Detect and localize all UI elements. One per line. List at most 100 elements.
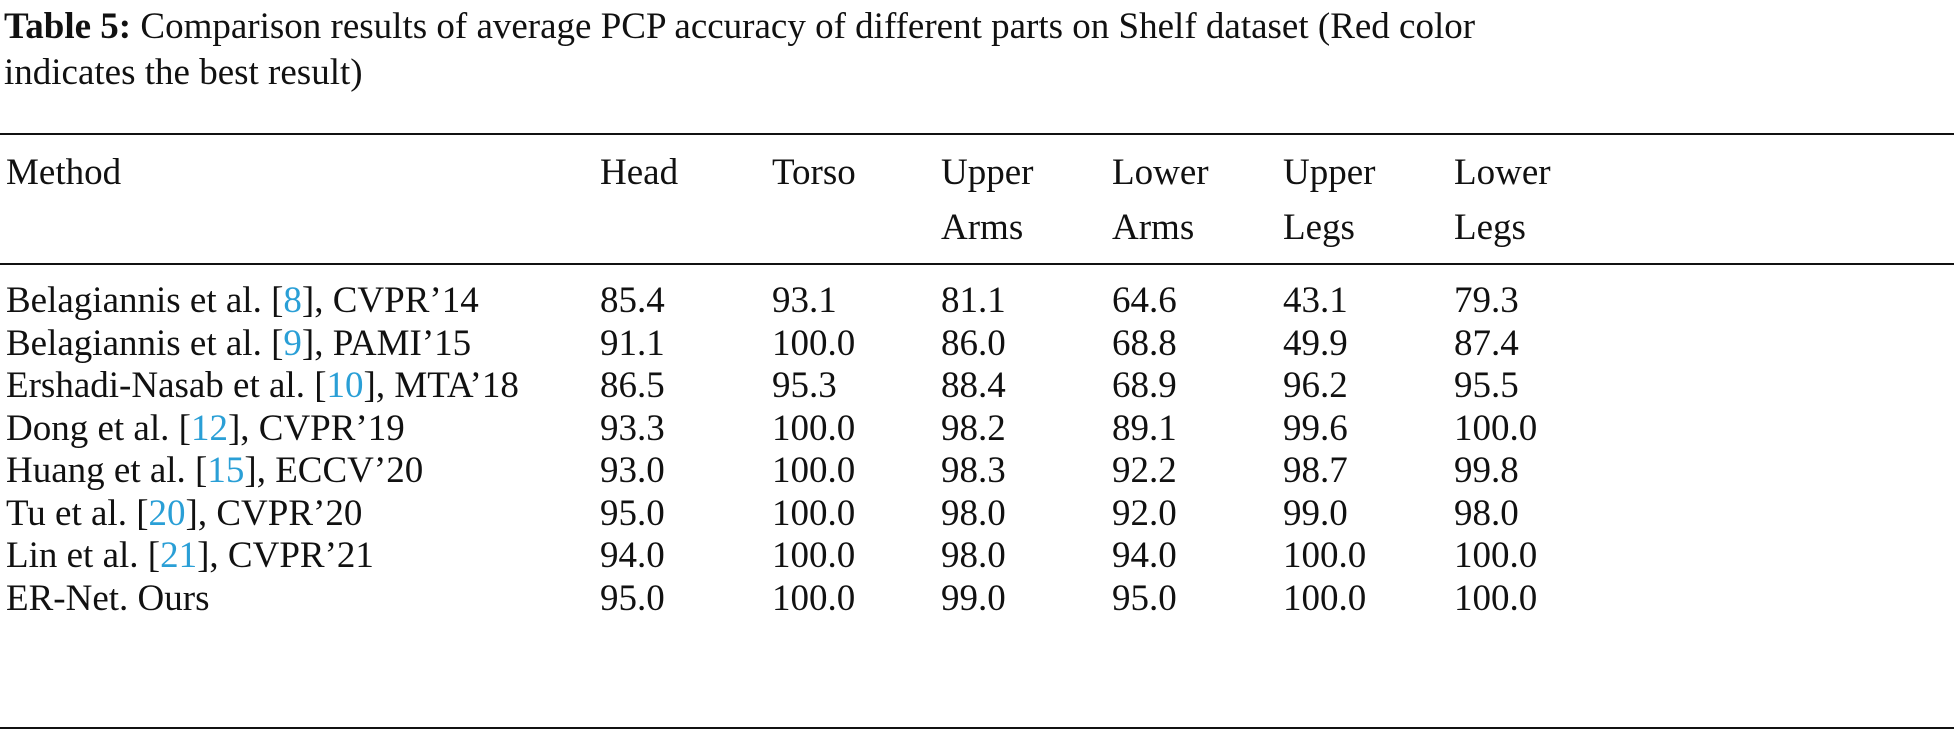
head-value: 85.4 [600,280,665,321]
lower-legs-value: 100.0 [1454,407,1538,449]
method-venue: ], CVPR’14 [301,280,479,321]
method-name: Tu et al. [ [6,492,149,534]
torso-value: 100.0 [772,322,856,364]
lower-legs-value: 100.0 [1454,535,1538,576]
upper-legs-value: 99.6 [1283,407,1348,449]
head-value: 95.0 [600,577,665,619]
header-upper-legs-line2: Legs [1283,207,1355,248]
lower-legs-value: 99.8 [1454,450,1519,491]
method-name: Belagiannis et al. [ [6,280,284,321]
lower-arms-value: 89.1 [1112,407,1177,449]
upper-arms-value: 81.1 [941,280,1006,321]
caption-label: Table 5: [4,6,132,47]
torso-value: 100.0 [772,535,856,576]
header-upper-arms: Upper Arms [941,145,1033,255]
header-lower-legs: Lower Legs [1454,145,1551,255]
header-upper-arms-line2: Arms [941,207,1024,248]
method-cell: Belagiannis et al. [8], CVPR’14 [6,274,479,328]
lower-legs-value: 100.0 [1454,577,1538,619]
top-rule [0,133,1954,135]
lower-legs-value: 79.3 [1454,280,1519,321]
method-venue: ], MTA’18 [363,365,519,406]
table-row: Ershadi-Nasab et al. [10], MTA’18 86.5 95.… [0,359,1954,413]
upper-legs-value: 43.1 [1283,280,1348,321]
method-cell: ER-Net. Ours [6,572,209,626]
upper-legs-value: 98.7 [1283,450,1348,491]
method-cell: Huang et al. [15], ECCV’20 [6,444,423,498]
upper-arms-value: 98.0 [941,492,1006,534]
method-venue: ], CVPR’20 [185,492,363,534]
torso-value: 93.1 [772,280,837,321]
lower-arms-value: 92.0 [1112,492,1177,534]
head-value: 95.0 [600,492,665,534]
header-upper-legs: Upper Legs [1283,145,1375,255]
upper-legs-value: 99.0 [1283,492,1348,534]
citation-link[interactable]: 9 [283,322,302,364]
header-torso: Torso [772,152,856,193]
citation-link[interactable]: 15 [207,450,245,491]
head-value: 91.1 [600,322,665,364]
method-name: Ershadi-Nasab et al. [ [6,365,327,406]
table-row: Dong et al. [12], CVPR’19 93.3 100.0 98.2 89… [0,402,1954,456]
upper-arms-value: 86.0 [941,322,1006,364]
lower-arms-value: 68.8 [1112,322,1177,364]
torso-value: 100.0 [772,577,856,619]
method-name: Belagiannis et al. [ [6,322,284,364]
method-name: ER-Net. Ours [6,577,210,619]
header-lower-legs-line1: Lower [1454,152,1551,193]
lower-legs-value: 98.0 [1454,492,1519,534]
header-upper-legs-line1: Upper [1283,152,1376,193]
method-cell: Tu et al. [20], CVPR’20 [6,487,362,541]
upper-arms-value: 98.0 [941,535,1006,576]
method-venue: ], ECCV’20 [244,450,424,491]
method-venue: ], CVPR’21 [197,535,374,576]
citation-link[interactable]: 12 [190,407,228,449]
method-name: Lin et al. [ [6,535,161,576]
table-row: Huang et al. [15], ECCV’20 93.0 100.0 98.3 9… [0,444,1954,498]
method-venue: ], PAMI’15 [301,322,472,364]
method-name: Dong et al. [ [6,407,191,449]
upper-legs-value: 49.9 [1283,322,1348,364]
head-value: 94.0 [600,535,665,576]
lower-legs-value: 87.4 [1454,322,1519,364]
caption-line-1: Table 5: Comparison results of average P… [4,4,1954,50]
upper-legs-value: 96.2 [1283,365,1348,406]
caption-text-1: Comparison results of average PCP accura… [131,6,1476,47]
header-upper-arms-line1: Upper [941,152,1034,193]
lower-legs-value: 95.5 [1454,365,1519,406]
head-value: 86.5 [600,365,665,406]
header-lower-arms: Lower Arms [1112,145,1209,255]
header-method: Method [6,152,122,193]
header-lower-legs-line2: Legs [1454,207,1526,248]
torso-value: 95.3 [772,365,837,406]
header-lower-arms-line2: Arms [1112,207,1195,248]
lower-arms-value: 95.0 [1112,577,1177,619]
method-name: Huang et al. [ [6,450,208,491]
upper-legs-value: 100.0 [1283,535,1367,576]
torso-value: 100.0 [772,450,856,491]
lower-arms-value: 64.6 [1112,280,1177,321]
lower-arms-value: 68.9 [1112,365,1177,406]
table-row: Belagiannis et al. [8], CVPR’14 85.4 93.1 8… [0,274,1954,328]
citation-link[interactable]: 21 [160,535,198,576]
header-rule [0,263,1954,265]
citation-link[interactable]: 10 [326,365,364,406]
table-row: Lin et al. [21], CVPR’21 94.0 100.0 98.0 94.… [0,529,1954,583]
upper-arms-value: 98.3 [941,450,1006,491]
citation-link[interactable]: 20 [148,492,186,534]
table-row: ER-Net. Ours 95.0 100.0 99.0 95.0 100.0 100.0 [0,572,1954,626]
upper-arms-value: 98.2 [941,407,1006,449]
citation-link[interactable]: 8 [283,280,302,321]
header-lower-arms-line1: Lower [1112,152,1209,193]
upper-arms-value: 88.4 [941,365,1006,406]
method-cell: Dong et al. [12], CVPR’19 [6,402,405,456]
method-cell: Ershadi-Nasab et al. [10], MTA’18 [6,359,519,413]
upper-arms-value: 99.0 [941,577,1006,619]
head-value: 93.3 [600,407,665,449]
bottom-rule [0,727,1954,729]
torso-value: 100.0 [772,492,856,534]
table-caption: Table 5: Comparison results of average P… [4,4,1954,96]
method-venue: ], CVPR’19 [227,407,405,449]
upper-legs-value: 100.0 [1283,577,1367,619]
method-cell: Belagiannis et al. [9], PAMI’15 [6,317,471,371]
